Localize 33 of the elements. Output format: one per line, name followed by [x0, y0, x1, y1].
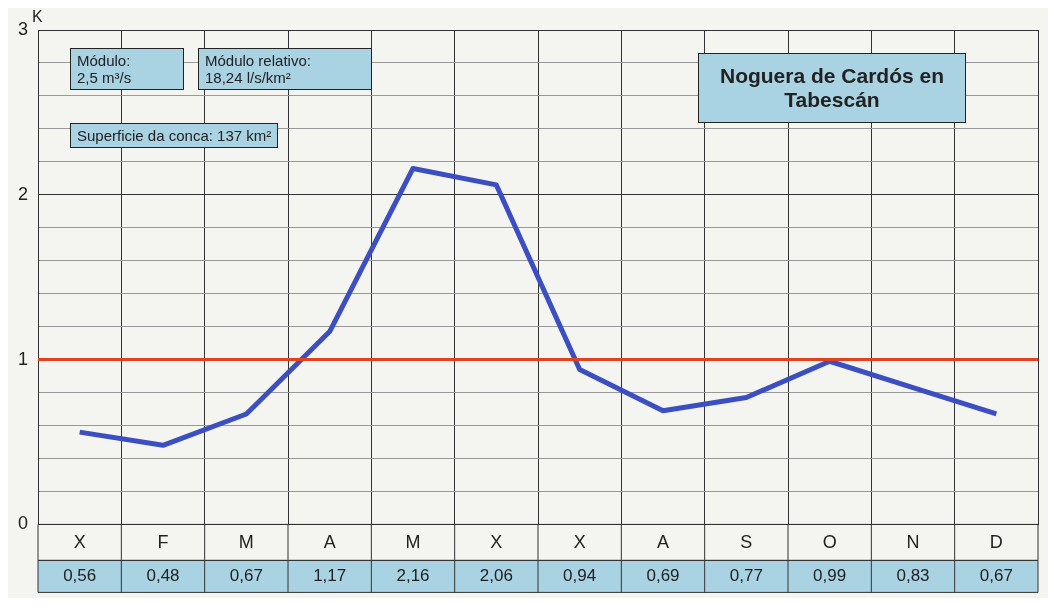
data-label: 0,77 [729, 566, 763, 586]
x-tick-label: A [657, 532, 670, 553]
note-box: Módulo relativo: 18,24 l/s/km² [198, 48, 372, 90]
data-label: 0,67 [979, 566, 1013, 586]
note-box: Superficie da conca: 137 km² [70, 123, 279, 148]
x-tick-label: M [238, 532, 254, 553]
data-label: 0,99 [813, 566, 847, 586]
data-label: 0,83 [896, 566, 930, 586]
y-tick-label: 3 [18, 18, 29, 39]
x-tick-label: M [405, 532, 421, 553]
x-tick-label: X [573, 532, 586, 553]
x-tick-label: N [906, 532, 920, 553]
x-tick-label: D [989, 532, 1003, 553]
data-label: 2,06 [479, 566, 513, 586]
data-label: 1,17 [313, 566, 347, 586]
data-label: 0,48 [146, 566, 180, 586]
x-tick-label: X [490, 532, 503, 553]
data-label: 0,56 [63, 566, 97, 586]
y-axis-title: K [32, 8, 44, 25]
x-tick-label: X [73, 532, 86, 553]
y-tick-label: 0 [18, 513, 29, 534]
data-label: 0,94 [563, 566, 597, 586]
title-box: Noguera de Cardós en Tabescán [698, 53, 966, 123]
data-label: 0,67 [229, 566, 263, 586]
y-tick-label: 2 [18, 183, 29, 204]
x-tick-label: F [157, 532, 169, 553]
data-label: 0,69 [646, 566, 680, 586]
note-box: Módulo: 2,5 m³/s [70, 48, 184, 90]
x-tick-label: A [323, 532, 336, 553]
x-tick-label: S [740, 532, 753, 553]
data-label: 2,16 [396, 566, 430, 586]
y-tick-label: 1 [18, 348, 29, 369]
x-tick-label: O [822, 532, 837, 553]
